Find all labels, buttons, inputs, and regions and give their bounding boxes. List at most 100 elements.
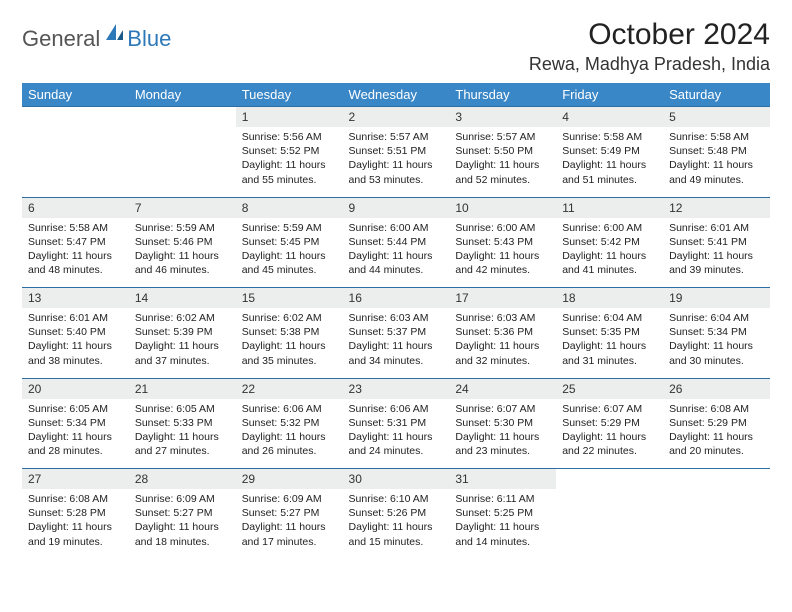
day-number-row: 6789101112 — [22, 197, 770, 218]
day-content-cell: Sunrise: 6:00 AMSunset: 5:42 PMDaylight:… — [556, 218, 663, 288]
sunset-text: Sunset: 5:34 PM — [669, 326, 747, 338]
day-content-cell — [22, 127, 129, 197]
sunset-text: Sunset: 5:30 PM — [455, 417, 533, 429]
daylight-text: Daylight: 11 hours and 28 minutes. — [28, 431, 112, 457]
daylight-text: Daylight: 11 hours and 34 minutes. — [349, 340, 433, 366]
day-content-cell: Sunrise: 6:02 AM Sunset: 5:39 PM Daylight:… — [129, 308, 236, 378]
day-header: Saturday — [663, 83, 770, 107]
day-number-cell — [129, 107, 236, 128]
sunset-text: Sunset: 5:50 PM — [455, 145, 533, 157]
daylight-text: Daylight: 11 hours and 46 minutes. — [135, 250, 219, 276]
day-content-cell: Sunrise: 5:57 AMSunset: 5:51 PMDaylight:… — [343, 127, 450, 197]
daylight-text: Daylight: 11 hours and 48 minutes. — [28, 250, 112, 276]
day-number-cell: 13 — [22, 288, 129, 309]
day-number-cell: 12 — [663, 197, 770, 218]
day-number-cell: 19 — [663, 288, 770, 309]
sunrise-text: Sunrise: 6:06 AM — [349, 403, 429, 415]
sunset-text: Sunset: 5:52 PM — [242, 145, 320, 157]
sunset-text: Sunset: 5:31 PM — [349, 417, 427, 429]
day-number-cell: 28 — [129, 469, 236, 490]
sunset-text: Sunset: 5:40 PM — [28, 326, 106, 338]
sunrise-text: Sunrise: 5:56 AM — [242, 131, 322, 143]
daylight-text: Daylight: 11 hours and 27 minutes. — [135, 431, 219, 457]
sunset-text: Sunset: 5:34 PM — [28, 417, 106, 429]
day-number-cell: 1 — [236, 107, 343, 128]
sunrise-text: Sunrise: 6:11 AM — [455, 493, 534, 505]
logo-text-blue: Blue — [127, 26, 171, 52]
daylight-text: Daylight: 11 hours and 44 minutes. — [349, 250, 433, 276]
sunset-text: Sunset: 5:33 PM — [135, 417, 213, 429]
day-header: Sunday — [22, 83, 129, 107]
sunset-text: Sunset: 5:27 PM — [242, 507, 320, 519]
day-number-cell: 5 — [663, 107, 770, 128]
day-content-cell: Sunrise: 6:06 AMSunset: 5:31 PMDaylight:… — [343, 399, 450, 469]
sunset-text: Sunset: 5:36 PM — [455, 326, 533, 338]
day-number-cell: 22 — [236, 378, 343, 399]
location-text: Rewa, Madhya Pradesh, India — [529, 54, 770, 75]
day-content-cell — [663, 489, 770, 559]
day-number-cell — [663, 469, 770, 490]
sunset-text: Sunset: 5:29 PM — [562, 417, 640, 429]
sunrise-text: Sunrise: 6:05 AM — [28, 403, 108, 415]
day-number-cell: 14 — [129, 288, 236, 309]
day-number-cell: 4 — [556, 107, 663, 128]
daylight-text: Daylight: 11 hours and 38 minutes. — [28, 340, 112, 366]
sunset-text: Sunset: 5:39 PM — [135, 326, 213, 338]
sunset-text: Sunset: 5:48 PM — [669, 145, 747, 157]
day-content-cell: Sunrise: 6:11 AMSunset: 5:25 PMDaylight:… — [449, 489, 556, 559]
sunrise-text: Sunrise: 6:05 AM — [135, 403, 215, 415]
sunset-text: Sunset: 5:49 PM — [562, 145, 640, 157]
sunset-text: Sunset: 5:27 PM — [135, 507, 213, 519]
day-content-cell: Sunrise: 5:59 AMSunset: 5:46 PMDaylight:… — [129, 218, 236, 288]
daylight-text: Daylight: 11 hours and 55 minutes. — [242, 159, 326, 185]
sunset-text: Sunset: 5:41 PM — [669, 236, 747, 248]
day-number-cell: 8 — [236, 197, 343, 218]
sunset-text: Sunset: 5:37 PM — [349, 326, 427, 338]
daylight-text: Daylight: 11 hours and 45 minutes. — [242, 250, 326, 276]
daylight-text: Daylight: 11 hours and 26 minutes. — [242, 431, 326, 457]
day-content-cell: Sunrise: 6:06 AMSunset: 5:32 PMDaylight:… — [236, 399, 343, 469]
day-header: Tuesday — [236, 83, 343, 107]
daylight-text: Daylight: 11 hours and 15 minutes. — [349, 521, 433, 547]
day-number-cell: 2 — [343, 107, 450, 128]
day-number-cell: 11 — [556, 197, 663, 218]
day-number-row: 20212223242526 — [22, 378, 770, 399]
day-number-cell: 29 — [236, 469, 343, 490]
sunset-text: Sunset: 5:42 PM — [562, 236, 640, 248]
sunset-text: Sunset: 5:47 PM — [28, 236, 106, 248]
day-content-row: Sunrise: 6:05 AM Sunset: 5:34 PM Daylight:… — [22, 399, 770, 469]
sunset-text: Sunset: 5:43 PM — [455, 236, 533, 248]
day-content-cell: Sunrise: 5:56 AM Sunset: 5:52 PM Daylight:… — [236, 127, 343, 197]
sunrise-text: Sunrise: 6:02 AM — [135, 312, 215, 324]
day-number-cell: 20 — [22, 378, 129, 399]
sunrise-text: Sunrise: 5:58 AM — [28, 222, 108, 234]
sunrise-text: Sunrise: 6:06 AM — [242, 403, 322, 415]
day-number-cell: 30 — [343, 469, 450, 490]
day-content-cell: Sunrise: 6:10 AMSunset: 5:26 PMDaylight:… — [343, 489, 450, 559]
sunrise-text: Sunrise: 6:04 AM — [562, 312, 642, 324]
day-header: Thursday — [449, 83, 556, 107]
day-number-cell: 23 — [343, 378, 450, 399]
sunrise-text: Sunrise: 6:01 AM — [669, 222, 749, 234]
sunset-text: Sunset: 5:51 PM — [349, 145, 427, 157]
sunrise-text: Sunrise: 6:02 AM — [242, 312, 322, 324]
day-number-cell: 10 — [449, 197, 556, 218]
day-content-cell: Sunrise: 6:08 AMSunset: 5:29 PMDaylight:… — [663, 399, 770, 469]
day-content-cell: Sunrise: 5:58 AMSunset: 5:48 PMDaylight:… — [663, 127, 770, 197]
day-content-cell: Sunrise: 6:07 AMSunset: 5:29 PMDaylight:… — [556, 399, 663, 469]
day-number-cell: 3 — [449, 107, 556, 128]
day-content-cell: Sunrise: 6:09 AMSunset: 5:27 PMDaylight:… — [236, 489, 343, 559]
day-content-row: Sunrise: 6:01 AMSunset: 5:40 PMDaylight:… — [22, 308, 770, 378]
sunset-text: Sunset: 5:38 PM — [242, 326, 320, 338]
sunset-text: Sunset: 5:45 PM — [242, 236, 320, 248]
daylight-text: Daylight: 11 hours and 37 minutes. — [135, 340, 219, 366]
daylight-text: Daylight: 11 hours and 31 minutes. — [562, 340, 646, 366]
daylight-text: Daylight: 11 hours and 52 minutes. — [455, 159, 539, 185]
day-number-cell — [556, 469, 663, 490]
sunrise-text: Sunrise: 6:03 AM — [349, 312, 429, 324]
sunset-text: Sunset: 5:35 PM — [562, 326, 640, 338]
sunrise-text: Sunrise: 6:03 AM — [455, 312, 535, 324]
daylight-text: Daylight: 11 hours and 32 minutes. — [455, 340, 539, 366]
daylight-text: Daylight: 11 hours and 42 minutes. — [455, 250, 539, 276]
sunrise-text: Sunrise: 5:57 AM — [455, 131, 535, 143]
